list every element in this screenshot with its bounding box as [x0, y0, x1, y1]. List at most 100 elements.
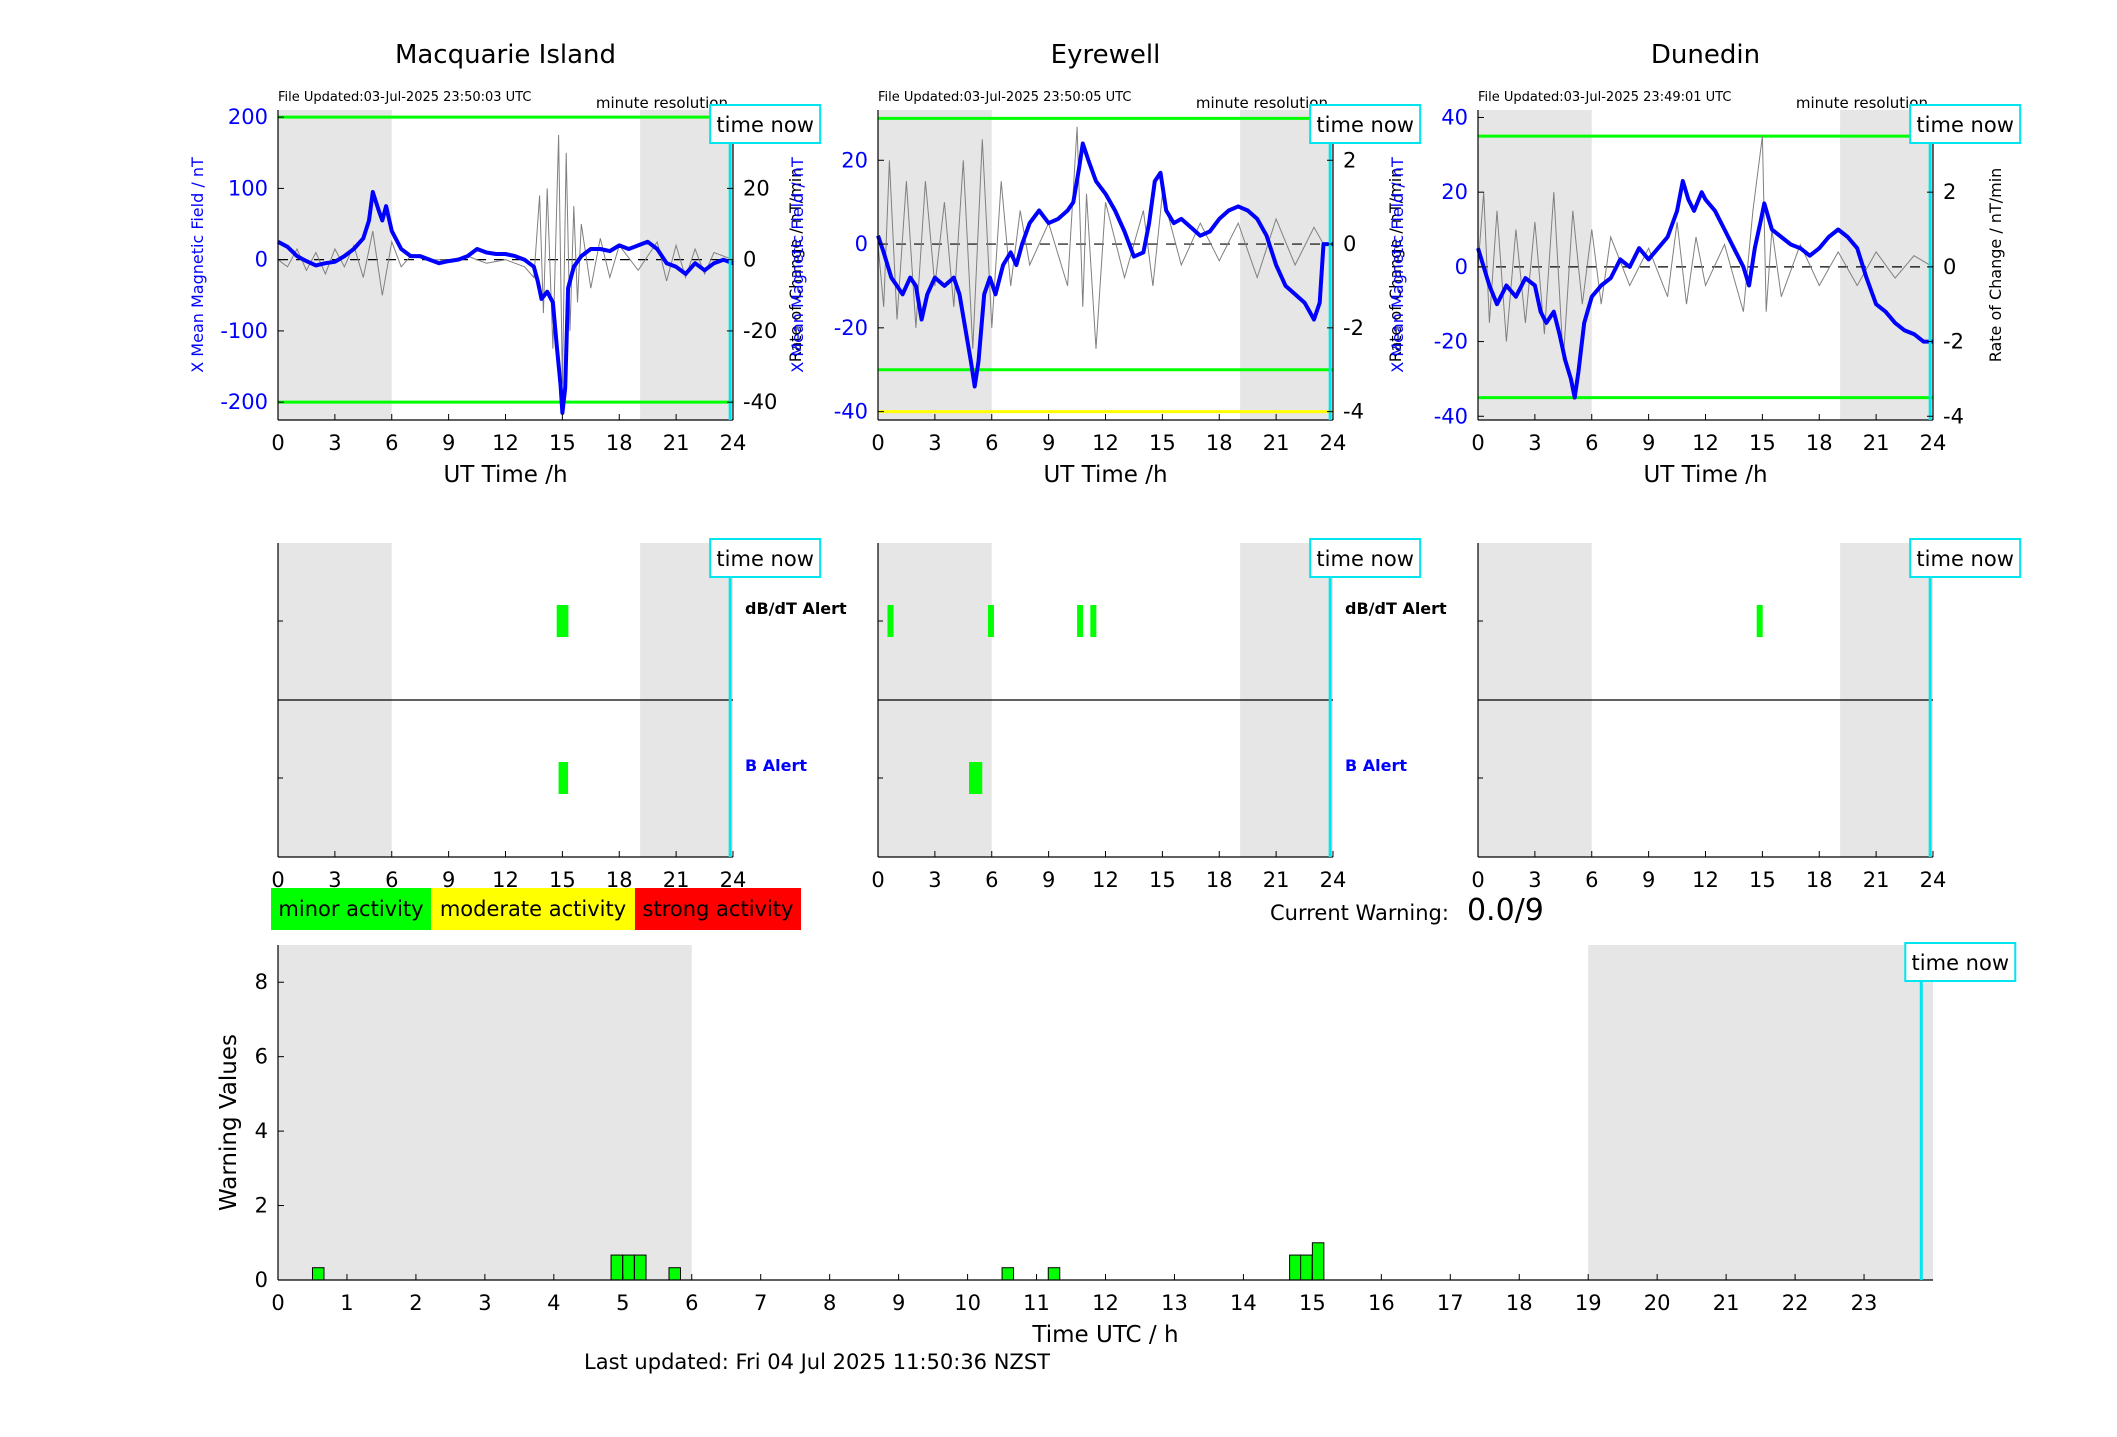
time-now-marker-label: time now	[1912, 951, 2009, 975]
field-series	[1476, 179, 1933, 400]
rate-series	[1477, 136, 1934, 361]
x-tick-label: 3	[328, 868, 341, 892]
time-now-marker-box	[1909, 538, 2022, 578]
x-tick-label: 15	[1749, 868, 1776, 892]
time-now-marker: time now	[1909, 538, 2022, 578]
y2-tick-label: 2	[1943, 180, 1956, 204]
x-tick-label: 21	[1263, 868, 1290, 892]
time-now-marker: time now	[1904, 942, 2017, 982]
minute-resolution-text: minute resolution	[1196, 94, 1328, 112]
legend: minor activity moderate activity strong …	[271, 888, 801, 930]
legend-minor-label: minor activity	[278, 897, 424, 921]
y2-tick-label: -4	[1943, 404, 1964, 428]
y-tick-label: -40	[834, 400, 868, 424]
minute-resolution-text: minute resolution	[1796, 94, 1928, 112]
x-tick-label: 9	[1642, 431, 1655, 455]
y-axis-label: Warning Values	[216, 1034, 242, 1211]
y-axis-label: X Mean Magnetic Field / nT	[188, 157, 207, 373]
x-tick-label: 3	[928, 868, 941, 892]
x-tick-label: 17	[1437, 1291, 1464, 1315]
x-tick-label: 3	[1528, 431, 1541, 455]
x-tick-label: 9	[442, 868, 455, 892]
night-shade	[1478, 110, 1592, 420]
x-tick-label: 6	[985, 868, 998, 892]
x-tick-label: 8	[823, 1291, 836, 1315]
x-axis-label: UT Time /h	[1643, 462, 1767, 488]
time-now-marker: time now	[709, 538, 822, 578]
time-now-marker-label: time now	[1316, 113, 1413, 137]
x-tick-label: 19	[1575, 1291, 1602, 1315]
alert-panel-2: dB/dT Alert B Alert 0 3 6 9 12 15 18 21 24	[871, 543, 1447, 892]
file-updated-text: File Updated:03-Jul-2025 23:50:05 UTC	[878, 90, 1131, 105]
dbdt-alert-bar	[1077, 605, 1084, 637]
current-warning-value: 0.0/9	[1466, 893, 1544, 928]
y-tick-label: -20	[834, 316, 868, 340]
x-tick-label: 18	[1806, 431, 1833, 455]
x-tick-label: 9	[442, 431, 455, 455]
legend-strong: strong activity	[635, 888, 801, 930]
y-tick-label: -200	[220, 390, 268, 414]
x-tick-label: 6	[1585, 431, 1598, 455]
warning-bar	[1289, 1254, 1302, 1281]
x-tick-label: 15	[1149, 431, 1176, 455]
x-axis-label: Time UTC / h	[1031, 1322, 1178, 1348]
b-alert-bar	[969, 762, 983, 794]
night-shade	[640, 110, 733, 420]
x-tick-label: 15	[1299, 1291, 1326, 1315]
dbdt-alert-bar	[1756, 605, 1763, 637]
y2-tick-label: -2	[1943, 330, 1964, 354]
y2-tick-label: 20	[743, 176, 770, 200]
y-tick-label: 20	[1441, 180, 1468, 204]
y2-tick-label: -2	[1343, 316, 1364, 340]
dbdt-alert-label: dB/dT Alert	[1345, 599, 1447, 618]
time-now-marker-box	[1309, 104, 1422, 144]
x-tick-label: 2	[409, 1291, 422, 1315]
minute-resolution-text: minute resolution	[596, 94, 728, 112]
time-now-marker: time now	[709, 104, 822, 144]
night-shade	[278, 945, 692, 1280]
x-tick-label: 18	[1206, 431, 1233, 455]
x-tick-label: 18	[1206, 868, 1233, 892]
y-tick-label: -20	[1434, 330, 1468, 354]
y-tick-label: 0	[255, 1268, 268, 1292]
y-tick-label: 200	[228, 105, 268, 129]
dbdt-alert-bar	[556, 605, 563, 637]
x-tick-label: 14	[1230, 1291, 1257, 1315]
y2-tick-label: -4	[1343, 400, 1364, 424]
x-axis-label: UT Time /h	[1043, 462, 1167, 488]
x-tick-label: 24	[1320, 868, 1347, 892]
x-tick-label: 20	[1644, 1291, 1671, 1315]
x-tick-label: 9	[892, 1291, 905, 1315]
x-tick-label: 0	[271, 431, 284, 455]
x-tick-label: 22	[1782, 1291, 1809, 1315]
x-tick-label: 3	[1528, 868, 1541, 892]
warning-bar	[311, 1267, 325, 1281]
alert-panel-3: 0 3 6 9 12 15 18 21 24	[1471, 543, 1946, 892]
file-updated-text: File Updated:03-Jul-2025 23:50:03 UTC	[278, 90, 531, 105]
x-tick-label: 3	[478, 1291, 491, 1315]
time-now-marker-box	[709, 104, 822, 144]
night-shade	[1588, 945, 1933, 1280]
last-updated: Last updated: Fri 04 Jul 2025 11:50:36 N…	[584, 1350, 1050, 1374]
y2-axis-label: Rate of Change / nT/min	[1386, 168, 1405, 363]
rate-series	[877, 126, 1333, 349]
panel-title: Eyrewell	[1051, 40, 1161, 70]
time-now-marker: time now	[1309, 538, 1422, 578]
x-tick-label: 0	[1471, 868, 1484, 892]
x-tick-label: 21	[1863, 868, 1890, 892]
field-panel-2: Eyrewell File Updated:03-Jul-2025 23:50:0…	[788, 40, 1405, 488]
y2-tick-label: 0	[1343, 232, 1356, 256]
time-now-marker: time now	[1909, 104, 2022, 144]
x-tick-label: 0	[1471, 431, 1484, 455]
current-warning: Current Warning: 0.0/9	[1270, 893, 1544, 928]
x-tick-label: 6	[685, 1291, 698, 1315]
y-tick-label: 4	[255, 1119, 268, 1143]
x-tick-label: 10	[954, 1291, 981, 1315]
legend-minor: minor activity	[271, 888, 431, 930]
warning-bar	[610, 1254, 624, 1281]
time-now-marker-box	[1904, 942, 2017, 982]
y2-tick-label: 0	[743, 248, 756, 272]
